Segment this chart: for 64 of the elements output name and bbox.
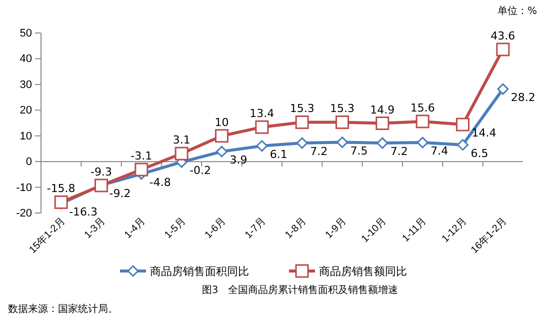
data-label: 14.4 [472,126,496,140]
point [376,116,390,130]
legend-label: 商品房销售面积同比 [150,265,249,278]
x-tick-label: 1-3月 [82,216,108,241]
text: 图3 全国商品房累计销售面积及销售额增速 [202,284,398,296]
text: 单位：% [497,5,537,17]
data-label: 7.4 [430,144,448,158]
point [416,136,428,148]
data-label: -15.8 [46,182,76,196]
data-label: 13.4 [250,107,274,120]
y-tick-label: 0 [26,156,32,168]
data-label: 7.2 [310,145,328,158]
data-label: -9.3 [90,165,112,178]
x-tick-label: 1-4月 [122,216,148,241]
data-label: 28.2 [510,91,536,104]
x-tick-label: 1-5月 [162,216,188,241]
point [496,42,510,56]
point [215,129,228,143]
y-tick-label: 10 [20,130,32,142]
y-tick-label: 50 [20,28,32,40]
point [296,137,308,149]
point [416,114,430,128]
point [376,137,388,149]
data-label: -9.2 [109,187,131,200]
x-tick-label: 1-11月 [400,216,429,244]
y-tick-label: 40 [20,53,32,66]
point [295,115,309,129]
data-label: 10 [214,116,229,129]
data-label: 7.2 [390,145,408,158]
point [216,146,228,158]
legend-label: 商品房销售额同比 [319,265,407,278]
x-tick-label: 1-8月 [283,216,308,241]
data-label: 15.3 [330,102,354,116]
y-tick-label: -10 [16,182,32,194]
point [456,118,470,132]
data-label: -16.3 [69,205,98,218]
x-tick-label: 1-6月 [203,216,228,241]
point [255,120,269,134]
point [336,136,348,148]
point [457,139,468,151]
x-tick-label: 16年1-2月 [468,215,510,256]
y-tick-label: 30 [20,78,32,91]
point [174,146,188,160]
y-tick-label: -20 [16,208,32,220]
data-label: 3.1 [172,134,190,147]
point [134,162,148,176]
point [336,115,349,129]
data-label: 3.9 [230,154,248,167]
source-note: 数据来源：国家统计局。 [8,303,118,315]
data-label: -4.8 [149,176,171,189]
data-label: -3.1 [130,150,152,163]
point [256,140,268,152]
data-label: 14.9 [370,103,395,116]
data-label: -0.2 [190,164,212,178]
data-label: 15.3 [290,102,314,116]
x-tick-label: 1-9月 [324,216,349,241]
data-label: 7.5 [350,144,368,158]
y-tick-label: 20 [20,104,32,117]
point [497,83,509,95]
data-label: 6.5 [470,146,488,160]
data-label: 43.6 [490,29,516,42]
data-label: 15.6 [410,101,435,114]
data-label: 6.1 [270,148,288,161]
x-tick-label: 1-7月 [243,216,268,241]
